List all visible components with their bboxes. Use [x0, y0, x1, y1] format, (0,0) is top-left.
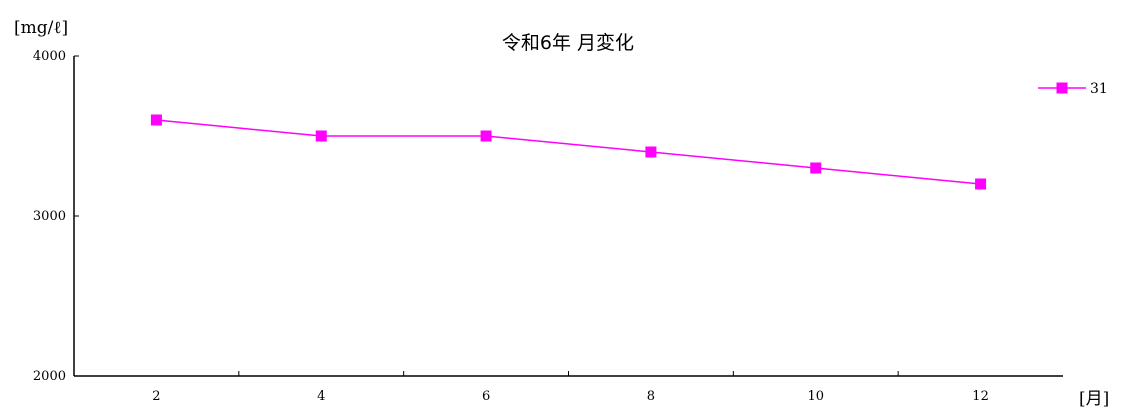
data-point — [480, 130, 492, 142]
y-tick-label: 3000 — [33, 209, 66, 224]
x-tick-label: 2 — [152, 389, 160, 404]
legend: 31 — [1038, 81, 1108, 97]
data-point — [645, 146, 657, 158]
axes: 2000 3000 4000 2 4 6 8 10 12 — [33, 49, 1063, 404]
x-axis-unit-label: [月] — [1079, 389, 1109, 409]
series-line — [156, 119, 981, 185]
data-point — [315, 130, 327, 142]
legend-label: 31 — [1090, 81, 1108, 97]
data-point — [810, 162, 822, 174]
x-tick-label: 10 — [807, 389, 824, 404]
data-point — [975, 178, 987, 190]
chart-title: 令和6年 月変化 — [502, 32, 634, 54]
series-layer — [150, 114, 987, 190]
y-axis-unit-label: [mg/ℓ] — [14, 18, 68, 38]
legend-marker — [1056, 82, 1068, 94]
x-tick-label: 12 — [972, 389, 989, 404]
x-tick-label: 8 — [647, 389, 655, 404]
y-tick-label: 2000 — [33, 369, 66, 384]
y-tick-label: 4000 — [33, 49, 66, 64]
x-tick-label: 4 — [317, 389, 325, 404]
data-point — [150, 114, 162, 126]
x-tick-label: 6 — [482, 389, 490, 404]
